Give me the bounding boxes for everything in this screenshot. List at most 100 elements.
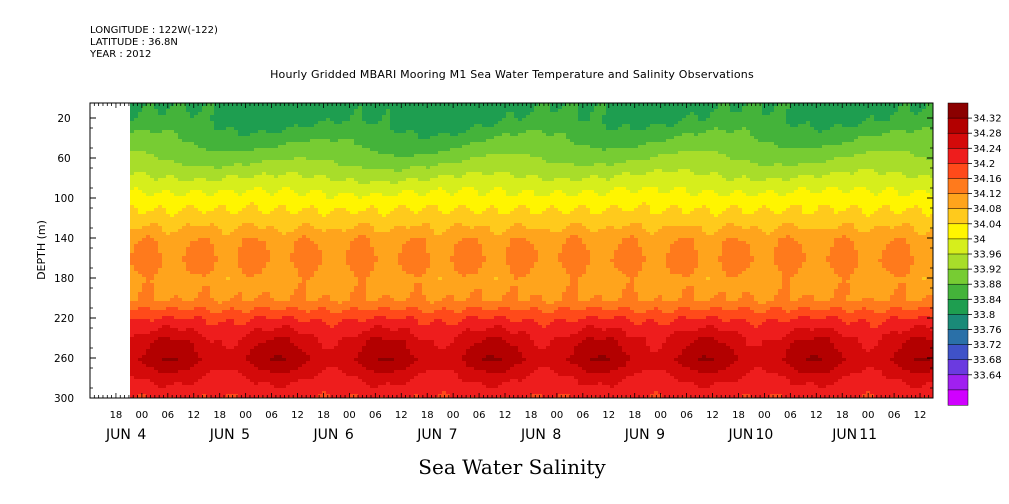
heat-cell <box>266 187 271 191</box>
heat-cell <box>154 361 159 365</box>
heat-cell <box>186 181 191 185</box>
heat-cell <box>302 355 307 359</box>
heat-cell <box>138 316 143 320</box>
heat-cell <box>130 247 135 251</box>
heat-cell <box>238 172 243 176</box>
heat-cell <box>182 385 187 389</box>
heat-cell <box>258 124 263 128</box>
heat-cell <box>206 118 211 122</box>
heat-cell <box>138 199 143 203</box>
heat-cell <box>234 271 239 275</box>
heat-cell <box>222 205 227 209</box>
heat-cell <box>194 310 199 314</box>
heat-cell <box>278 136 283 140</box>
heat-cell <box>286 250 291 254</box>
heat-cell <box>202 211 207 215</box>
heat-cell <box>286 190 291 194</box>
heat-cell <box>210 154 215 158</box>
heat-cell <box>150 394 155 398</box>
heat-cell <box>198 382 203 386</box>
heat-cell <box>226 307 231 311</box>
heat-cell <box>290 304 295 308</box>
heat-cell <box>306 136 311 140</box>
heat-cell <box>298 334 303 338</box>
heat-cell <box>282 130 287 134</box>
heat-cell <box>170 169 175 173</box>
heat-cell <box>210 340 215 344</box>
heat-cell <box>234 238 239 242</box>
heat-cell <box>266 307 271 311</box>
heat-cell <box>130 232 135 236</box>
heat-cell <box>330 184 335 188</box>
heat-cell <box>158 325 163 329</box>
heat-cell <box>246 277 251 281</box>
heat-cell <box>278 337 283 341</box>
heat-cell <box>134 115 139 119</box>
heat-cell <box>134 382 139 386</box>
heat-cell <box>194 109 199 113</box>
heat-cell <box>318 121 323 125</box>
heat-cell <box>134 109 139 113</box>
heat-cell <box>230 253 235 257</box>
heat-cell <box>294 241 299 245</box>
heat-cell <box>250 106 255 110</box>
heat-cell <box>266 106 271 110</box>
heat-cell <box>202 313 207 317</box>
heat-cell <box>174 196 179 200</box>
heat-cell <box>314 187 319 191</box>
heat-cell <box>142 358 147 362</box>
heat-cell <box>306 232 311 236</box>
heat-cell <box>278 241 283 245</box>
heat-cell <box>142 277 147 281</box>
heat-cell <box>138 274 143 278</box>
heat-cell <box>274 367 279 371</box>
heat-cell <box>138 340 143 344</box>
heat-cell <box>158 139 163 143</box>
heat-cell <box>206 331 211 335</box>
heat-cell <box>194 385 199 389</box>
heat-cell <box>210 193 215 197</box>
heat-cell <box>246 118 251 122</box>
heat-cell <box>318 118 323 122</box>
heat-cell <box>262 133 267 137</box>
heat-cell <box>290 160 295 164</box>
heat-cell <box>150 325 155 329</box>
heat-cell <box>142 328 147 332</box>
heat-cell <box>266 352 271 356</box>
heat-cell <box>226 157 231 161</box>
heat-cell <box>198 286 203 290</box>
heat-cell <box>234 259 239 263</box>
heat-cell <box>266 259 271 263</box>
heat-cell <box>234 337 239 341</box>
heat-cell <box>302 391 307 395</box>
heat-cell <box>130 166 135 170</box>
heat-cell <box>250 235 255 239</box>
heat-cell <box>234 382 239 386</box>
heat-cell <box>242 340 247 344</box>
heat-cell <box>302 214 307 218</box>
heat-cell <box>310 331 315 335</box>
heat-cell <box>130 118 135 122</box>
heat-cell <box>202 175 207 179</box>
heat-cell <box>202 148 207 152</box>
heat-cell <box>154 289 159 293</box>
heat-cell <box>318 103 323 107</box>
heat-cell <box>238 262 243 266</box>
heat-cell <box>162 370 167 374</box>
heat-cell <box>150 214 155 218</box>
heat-cell <box>230 187 235 191</box>
heat-cell <box>186 379 191 383</box>
heat-cell <box>294 367 299 371</box>
heat-cell <box>306 280 311 284</box>
heat-cell <box>302 226 307 230</box>
heat-cell <box>314 127 319 131</box>
heat-cell <box>310 304 315 308</box>
heat-cell <box>162 148 167 152</box>
heat-cell <box>206 295 211 299</box>
heat-cell <box>266 166 271 170</box>
heat-cell <box>230 376 235 380</box>
heat-cell <box>290 187 295 191</box>
heat-cell <box>286 268 291 272</box>
heat-cell <box>266 124 271 128</box>
heat-cell <box>170 229 175 233</box>
